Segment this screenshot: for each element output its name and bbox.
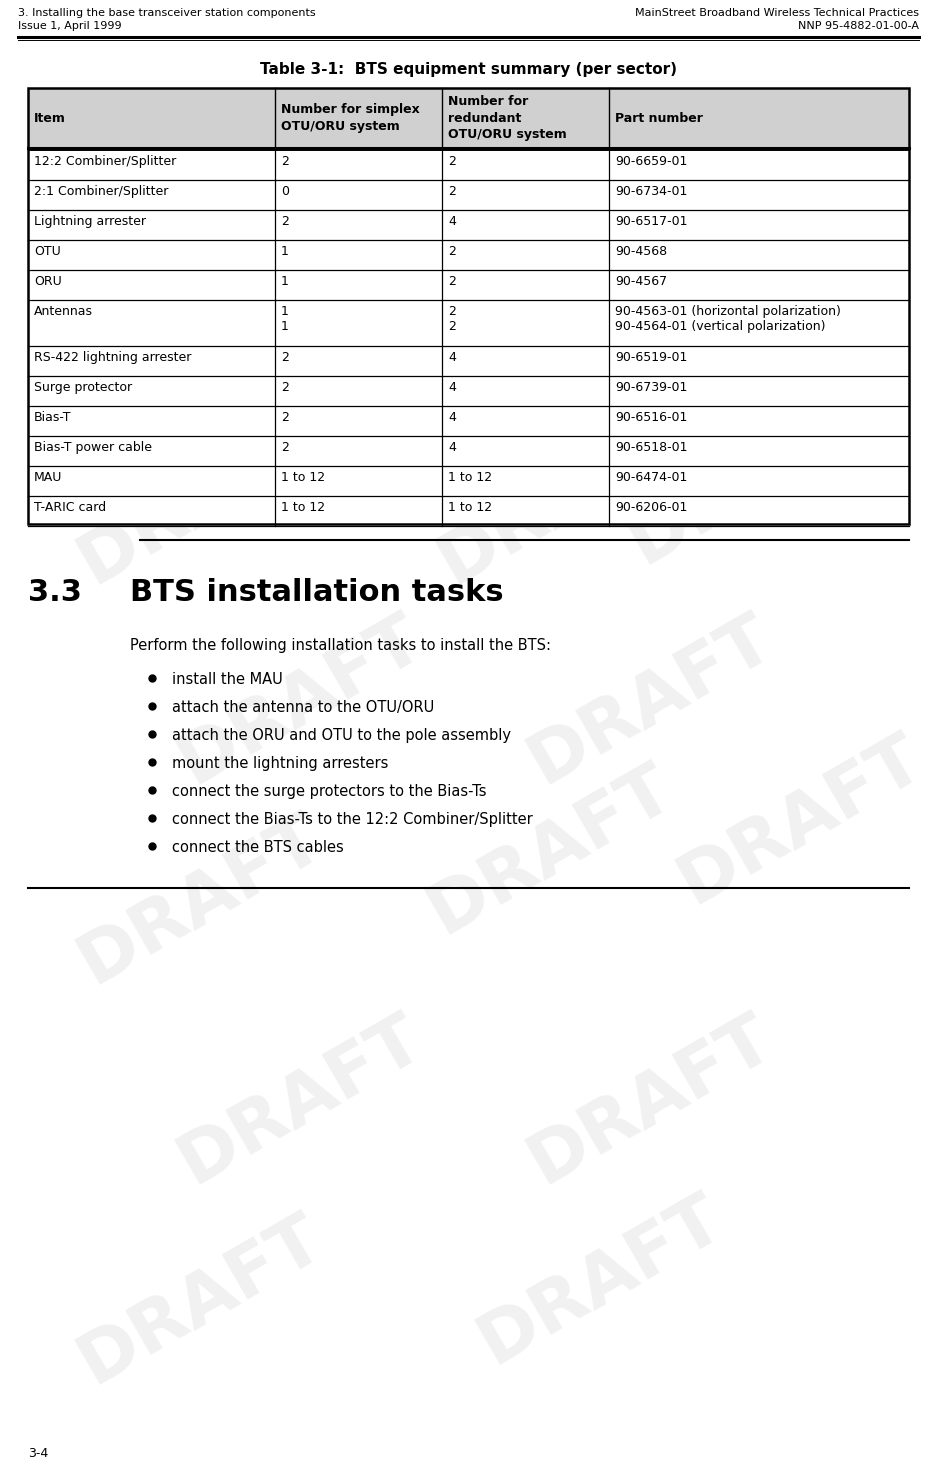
Text: 90-6517-01: 90-6517-01: [615, 215, 687, 227]
Text: DRAFT: DRAFT: [425, 403, 694, 598]
Text: 4: 4: [447, 381, 456, 394]
Bar: [28, 300, 908, 345]
Bar: [28, 466, 908, 496]
Text: 4: 4: [447, 441, 456, 453]
Text: 90-6734-01: 90-6734-01: [615, 184, 687, 198]
Text: 90-4567: 90-4567: [615, 275, 666, 288]
Text: Bias-T: Bias-T: [34, 410, 71, 424]
Text: 1 to 12: 1 to 12: [447, 471, 491, 484]
Text: ORU: ORU: [34, 275, 62, 288]
Text: 1: 1: [281, 245, 288, 258]
Text: 2: 2: [281, 351, 288, 363]
Text: 2: 2: [447, 155, 456, 168]
Text: Number for
redundant
OTU/ORU system: Number for redundant OTU/ORU system: [447, 94, 566, 142]
Text: 2: 2: [281, 441, 288, 453]
Text: 2:1 Combiner/Splitter: 2:1 Combiner/Splitter: [34, 184, 168, 198]
Text: Part number: Part number: [615, 112, 703, 124]
Text: 1 to 12: 1 to 12: [281, 500, 325, 514]
Text: 90-6739-01: 90-6739-01: [615, 381, 687, 394]
Text: 1
1: 1 1: [281, 306, 288, 332]
Text: Surge protector: Surge protector: [34, 381, 132, 394]
Text: DRAFT: DRAFT: [66, 803, 334, 998]
Text: Bias-T power cable: Bias-T power cable: [34, 441, 152, 453]
Text: DRAFT: DRAFT: [515, 1002, 783, 1197]
Text: OTU: OTU: [34, 245, 61, 258]
Text: 3-4: 3-4: [28, 1446, 48, 1460]
Text: 1: 1: [281, 275, 288, 288]
Text: 90-4568: 90-4568: [615, 245, 666, 258]
Text: 4: 4: [447, 351, 456, 363]
Bar: [28, 345, 908, 376]
Bar: [28, 239, 908, 270]
Text: Table 3-1:  BTS equipment summary (per sector): Table 3-1: BTS equipment summary (per se…: [259, 62, 677, 77]
Text: 4: 4: [447, 215, 456, 227]
Text: connect the BTS cables: connect the BTS cables: [172, 840, 344, 855]
Bar: [28, 180, 908, 210]
Text: 2: 2: [281, 155, 288, 168]
Text: Issue 1, April 1999: Issue 1, April 1999: [18, 21, 122, 31]
Bar: [28, 435, 908, 466]
Text: 90-6516-01: 90-6516-01: [615, 410, 687, 424]
Text: attach the ORU and OTU to the pole assembly: attach the ORU and OTU to the pole assem…: [172, 728, 510, 742]
Text: Lightning arrester: Lightning arrester: [34, 215, 146, 227]
Text: Antennas: Antennas: [34, 306, 93, 317]
Text: MainStreet Broadband Wireless Technical Practices: MainStreet Broadband Wireless Technical …: [635, 7, 918, 18]
Text: Perform the following installation tasks to install the BTS:: Perform the following installation tasks…: [130, 638, 550, 652]
Text: DRAFT: DRAFT: [665, 723, 933, 918]
Text: 2: 2: [281, 381, 288, 394]
Text: 1 to 12: 1 to 12: [281, 471, 325, 484]
Text: 12:2 Combiner/Splitter: 12:2 Combiner/Splitter: [34, 155, 176, 168]
Text: 3. Installing the base transceiver station components: 3. Installing the base transceiver stati…: [18, 7, 315, 18]
Bar: [28, 210, 908, 239]
Bar: [28, 270, 908, 300]
Text: Number for simplex
OTU/ORU system: Number for simplex OTU/ORU system: [281, 103, 419, 133]
Text: MAU: MAU: [34, 471, 63, 484]
Text: 90-4563-01 (horizontal polarization)
90-4564-01 (vertical polarization): 90-4563-01 (horizontal polarization) 90-…: [615, 306, 841, 332]
Bar: [28, 89, 908, 148]
Text: install the MAU: install the MAU: [172, 672, 283, 686]
Text: Item: Item: [34, 112, 66, 124]
Text: T-ARIC card: T-ARIC card: [34, 500, 106, 514]
Text: 4: 4: [447, 410, 456, 424]
Text: connect the Bias-Ts to the 12:2 Combiner/Splitter: connect the Bias-Ts to the 12:2 Combiner…: [172, 812, 533, 827]
Text: 90-6474-01: 90-6474-01: [615, 471, 687, 484]
Bar: [28, 496, 908, 525]
Text: DRAFT: DRAFT: [66, 1203, 334, 1398]
Text: 2: 2: [447, 275, 456, 288]
Text: DRAFT: DRAFT: [166, 1002, 433, 1197]
Text: DRAFT: DRAFT: [615, 382, 884, 577]
Text: DRAFT: DRAFT: [166, 602, 433, 797]
Text: 90-6519-01: 90-6519-01: [615, 351, 687, 363]
Text: 90-6206-01: 90-6206-01: [615, 500, 687, 514]
Text: NNP 95-4882-01-00-A: NNP 95-4882-01-00-A: [797, 21, 918, 31]
Text: 2: 2: [281, 410, 288, 424]
Text: DRAFT: DRAFT: [565, 202, 833, 397]
Text: RS-422 lightning arrester: RS-422 lightning arrester: [34, 351, 191, 363]
Bar: [28, 376, 908, 406]
Text: mount the lightning arresters: mount the lightning arresters: [172, 756, 388, 770]
Text: DRAFT: DRAFT: [66, 403, 334, 598]
Text: 2: 2: [281, 215, 288, 227]
Text: DRAFT: DRAFT: [465, 1182, 734, 1377]
Text: DRAFT: DRAFT: [416, 753, 683, 948]
Text: 2: 2: [447, 245, 456, 258]
Text: 0: 0: [281, 184, 288, 198]
Text: connect the surge protectors to the Bias-Ts: connect the surge protectors to the Bias…: [172, 784, 486, 799]
Text: 2: 2: [447, 184, 456, 198]
Text: 3.3: 3.3: [28, 577, 81, 607]
Text: attach the antenna to the OTU/ORU: attach the antenna to the OTU/ORU: [172, 700, 433, 714]
Text: DRAFT: DRAFT: [206, 202, 474, 397]
Text: BTS installation tasks: BTS installation tasks: [130, 577, 503, 607]
Bar: [28, 149, 908, 180]
Text: 1 to 12: 1 to 12: [447, 500, 491, 514]
Text: 90-6659-01: 90-6659-01: [615, 155, 687, 168]
Text: DRAFT: DRAFT: [515, 602, 783, 797]
Text: 2
2: 2 2: [447, 306, 456, 332]
Text: 90-6518-01: 90-6518-01: [615, 441, 687, 453]
Bar: [28, 89, 908, 524]
Bar: [28, 406, 908, 435]
